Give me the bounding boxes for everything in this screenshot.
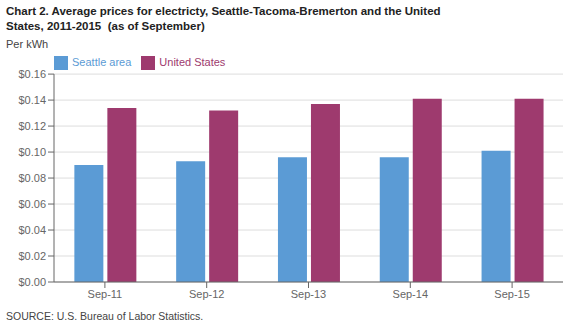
svg-text:$0.00: $0.00: [18, 276, 46, 288]
html-text:Seattle area: Seattle area: [72, 56, 132, 68]
svg-text:Sep-13: Sep-13: [291, 288, 326, 300]
svg-text:$0.04: $0.04: [18, 224, 46, 236]
html-text:United States: United States: [159, 56, 226, 68]
html-text:SOURCE: U.S. Bureau of Labor S: SOURCE: U.S. Bureau of Labor Statistics.: [6, 310, 204, 322]
svg-text:Sep-15: Sep-15: [494, 288, 529, 300]
html-text:Chart 2. Average prices for el: Chart 2. Average prices for electricty, …: [6, 5, 441, 17]
svg-text:Sep-12: Sep-12: [189, 288, 224, 300]
html-text:States, 2011-2015 (as of Septe: States, 2011-2015 (as of September): [6, 20, 205, 32]
svg-text:$0.10: $0.10: [18, 146, 46, 158]
html-text:Per kWh: Per kWh: [6, 38, 49, 50]
svg-text:$0.12: $0.12: [18, 120, 46, 132]
svg-text:$0.14: $0.14: [18, 94, 46, 106]
svg-text:Sep-14: Sep-14: [393, 288, 428, 300]
svg-text:$0.06: $0.06: [18, 198, 46, 210]
svg-text:Sep-11: Sep-11: [88, 288, 123, 300]
svg-text:$0.08: $0.08: [18, 172, 46, 184]
svg-text:$0.02: $0.02: [18, 250, 46, 262]
svg-text:$0.16: $0.16: [18, 68, 46, 80]
